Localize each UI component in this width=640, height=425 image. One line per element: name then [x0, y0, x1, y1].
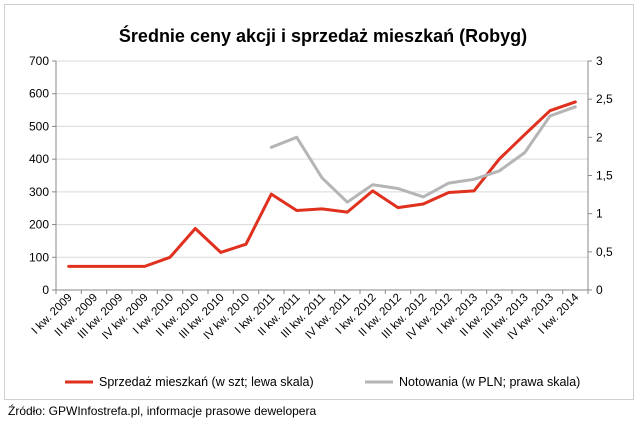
left-tick-label: 200	[29, 218, 49, 232]
gridlines	[56, 60, 588, 258]
series-line-1	[67, 100, 577, 268]
left-axis-ticks: 0 100 200 300 400 500 600 700	[29, 54, 56, 297]
left-tick-label: 500	[29, 119, 49, 133]
legend-label-2: Notowania (w PLN; prawa skala)	[399, 375, 580, 389]
chart-frame: Średnie ceny akcji i sprzedaż mieszkań (…	[4, 4, 634, 400]
right-tick-label: 1,5	[596, 169, 613, 183]
left-tick-label: 400	[29, 152, 49, 166]
left-tick-label: 600	[29, 87, 49, 101]
chart: Średnie ceny akcji i sprzedaż mieszkań (…	[29, 25, 613, 389]
legend: Sprzedaż mieszkań (w szt; lewa skala) Not…	[65, 375, 580, 389]
legend-label-1: Sprzedaż mieszkań (w szt; lewa skala)	[99, 375, 314, 389]
right-tick-label: 2,5	[596, 92, 613, 106]
left-tick-label: 300	[29, 185, 49, 199]
left-tick-label: 100	[29, 250, 49, 264]
series-line-2	[269, 105, 577, 204]
right-tick-label: 2	[596, 130, 603, 144]
right-tick-label: 0,5	[596, 245, 613, 259]
right-tick-label: 0	[596, 283, 603, 297]
left-tick-label: 700	[29, 54, 49, 68]
left-tick-label: 0	[42, 283, 49, 297]
right-tick-label: 3	[596, 54, 603, 68]
chart-title: Średnie ceny akcji i sprzedaż mieszkań (…	[119, 25, 527, 46]
series-layer	[67, 100, 577, 268]
right-axis-ticks: 0 0,5 1 1,5 2 2,5 3	[588, 54, 613, 297]
source-note: Źródło: GPWInfostrefa.pl, informacje pra…	[8, 404, 317, 418]
right-tick-label: 1	[596, 207, 603, 221]
